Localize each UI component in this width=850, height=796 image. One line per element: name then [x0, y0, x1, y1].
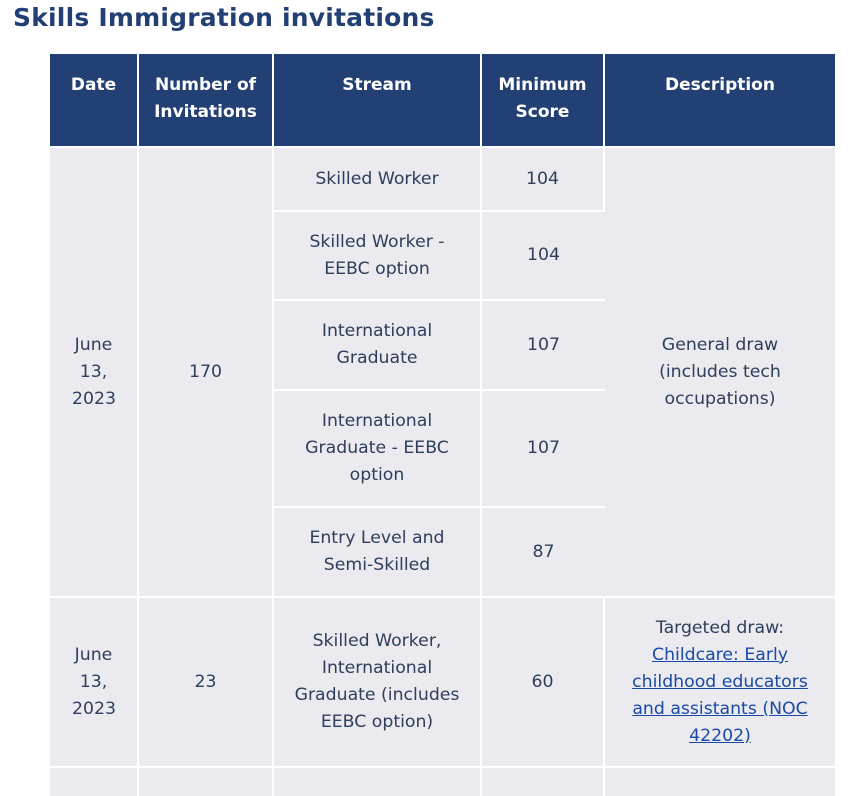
table-row: June 13, 2023 170 Skilled Worker 104 Gen… [50, 146, 835, 596]
stream-cell: International Graduate - EEBC option [274, 389, 482, 506]
draw-date: June 13, 2023 [50, 146, 139, 596]
table-row: International Graduate 107 [50, 299, 835, 389]
draw-invitations: 23 [139, 596, 274, 766]
stream-cell: Skilled Worker, International Graduate (… [274, 596, 482, 766]
score-cell: 107 [482, 389, 605, 506]
table-header-row: Date Number of Invitations Stream Minimu… [50, 54, 835, 146]
table-row: International Graduate - EEBC option 107 [50, 389, 835, 506]
draw-description: General draw (includes tech occupations) [605, 146, 835, 596]
childcare-noc-link[interactable]: Childcare: Early childhood educators and… [632, 644, 808, 746]
invitations-table: Date Number of Invitations Stream Minimu… [50, 54, 835, 796]
stream-cell: International Graduate [274, 299, 482, 389]
page-title: Skills Immigration invitations [13, 3, 435, 32]
table-row: Entry Level and Semi-Skilled 87 [50, 506, 835, 596]
table-row: Skilled Worker - EEBC option 104 [50, 210, 835, 299]
header-date: Date [50, 54, 139, 146]
table-row [50, 766, 835, 796]
score-cell: 87 [482, 506, 605, 596]
stream-cell: Entry Level and Semi-Skilled [274, 506, 482, 596]
score-cell: 104 [482, 210, 605, 299]
header-invitations: Number of Invitations [139, 54, 274, 146]
stream-cell: Skilled Worker - EEBC option [274, 210, 482, 299]
score-cell: 107 [482, 299, 605, 389]
table-row: June 13, 2023 23 Skilled Worker, Interna… [50, 596, 835, 766]
stream-cell: Skilled Worker [274, 146, 482, 210]
header-stream: Stream [274, 54, 482, 146]
score-cell: 104 [482, 146, 605, 210]
header-minimum-score: Minimum Score [482, 54, 605, 146]
draw-invitations: 170 [139, 146, 274, 596]
score-cell: 60 [482, 596, 605, 766]
draw-description: Targeted draw: Childcare: Early childhoo… [605, 596, 835, 766]
description-text: Targeted draw: [655, 617, 785, 638]
header-description: Description [605, 54, 835, 146]
draw-date: June 13, 2023 [50, 596, 139, 766]
